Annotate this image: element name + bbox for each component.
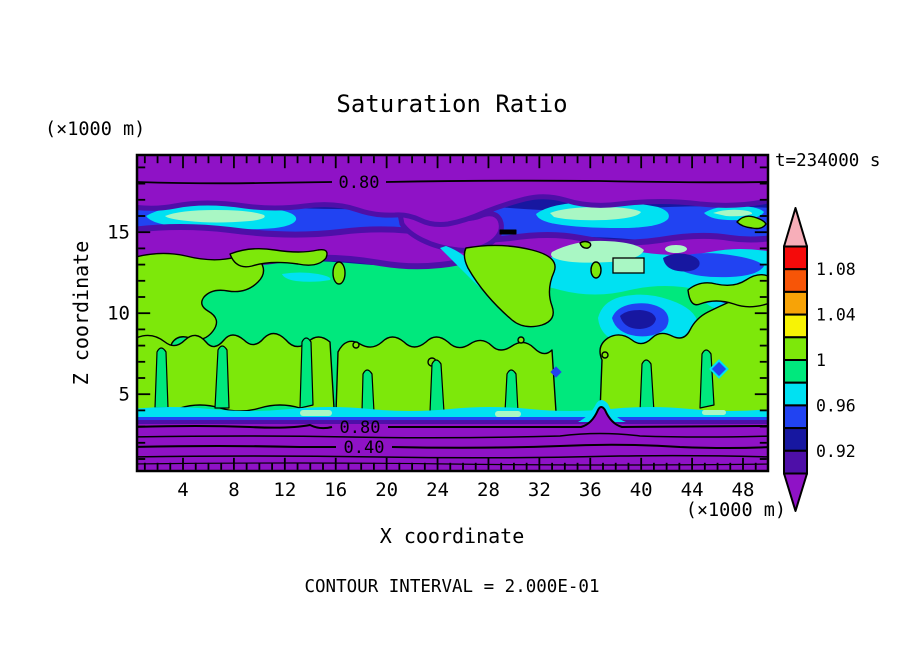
colorbar-tick-label: 1.08 [816,260,856,279]
colorbar-tick-label: 0.92 [816,442,856,461]
y-tick-label: 5 [119,384,130,406]
colorbar-segment [783,290,808,316]
x-tick-label: 48 [732,479,755,501]
y-axis-title: Z coordinate [69,241,93,386]
colorbar-segment [783,336,808,361]
contour-label-top: 0.80 [339,173,380,193]
time-stamp-label: t=234000 s [775,151,880,171]
embedded-dry-spots [550,359,729,379]
page-title: Saturation Ratio [336,90,567,118]
contour-dash-mark [499,229,517,235]
contour-line-0.80-top [137,179,768,185]
x-tick-label: 16 [324,479,347,501]
colorbar-tick-label: 0.96 [816,396,856,415]
x-tick-label: 24 [426,479,449,501]
colorbar-segment [783,381,808,407]
colorbar-segment [783,449,808,475]
colorbar-segment [783,313,808,339]
x-tick-label: 32 [528,479,551,501]
colorbar-segment [783,427,808,452]
colorbar-labels: 1.08 1.04 1 0.96 0.92 [816,260,856,461]
contour-label-bottom-lower: 0.40 [344,438,385,458]
x-tick-label: 20 [375,479,398,501]
x-axis-title: X coordinate [380,524,525,548]
colorbar-tick-label: 1.04 [816,306,856,325]
contour-interval-note: CONTOUR INTERVAL = 2.000E-01 [304,577,599,597]
y-tick-label: 15 [107,222,130,244]
colorbar: 1.08 1.04 1 0.96 0.92 [783,207,856,512]
colorbar-segment [783,404,808,430]
colorbar-segments [783,245,808,475]
colorbar-segment [783,245,808,271]
contour-label-bottom-upper: 0.80 [340,418,381,438]
x-tick-label: 44 [681,479,704,501]
supersaturated-cells [137,215,768,413]
plot-border [135,153,770,473]
axis-ticks [138,156,767,470]
x-tick-label: 36 [579,479,602,501]
colorbar-arrow-up [783,207,808,248]
colorbar-segment [783,359,808,384]
colorbar-tick-label: 1 [816,351,826,370]
x-tick-label: 4 [177,479,188,501]
contour-line-0.80-bottom [137,406,768,430]
contour-line-0.40 [137,443,768,449]
contour-line-0.20 [137,454,768,459]
x-tick-label: 28 [477,479,500,501]
x-tick-label: 12 [273,479,296,501]
y-tick-label: 10 [107,303,130,325]
colorbar-segment [783,268,808,293]
x-tick-label: 8 [228,479,239,501]
contour-field: 0.80 0.80 0.40 [137,155,768,471]
y-axis-unit-label: (×1000 m) [45,119,145,140]
x-axis-unit-label: (×1000 m) [686,500,786,521]
x-tick-label: 40 [630,479,653,501]
colorbar-arrow-down [783,472,808,512]
contour-line-0.60 [137,432,768,439]
